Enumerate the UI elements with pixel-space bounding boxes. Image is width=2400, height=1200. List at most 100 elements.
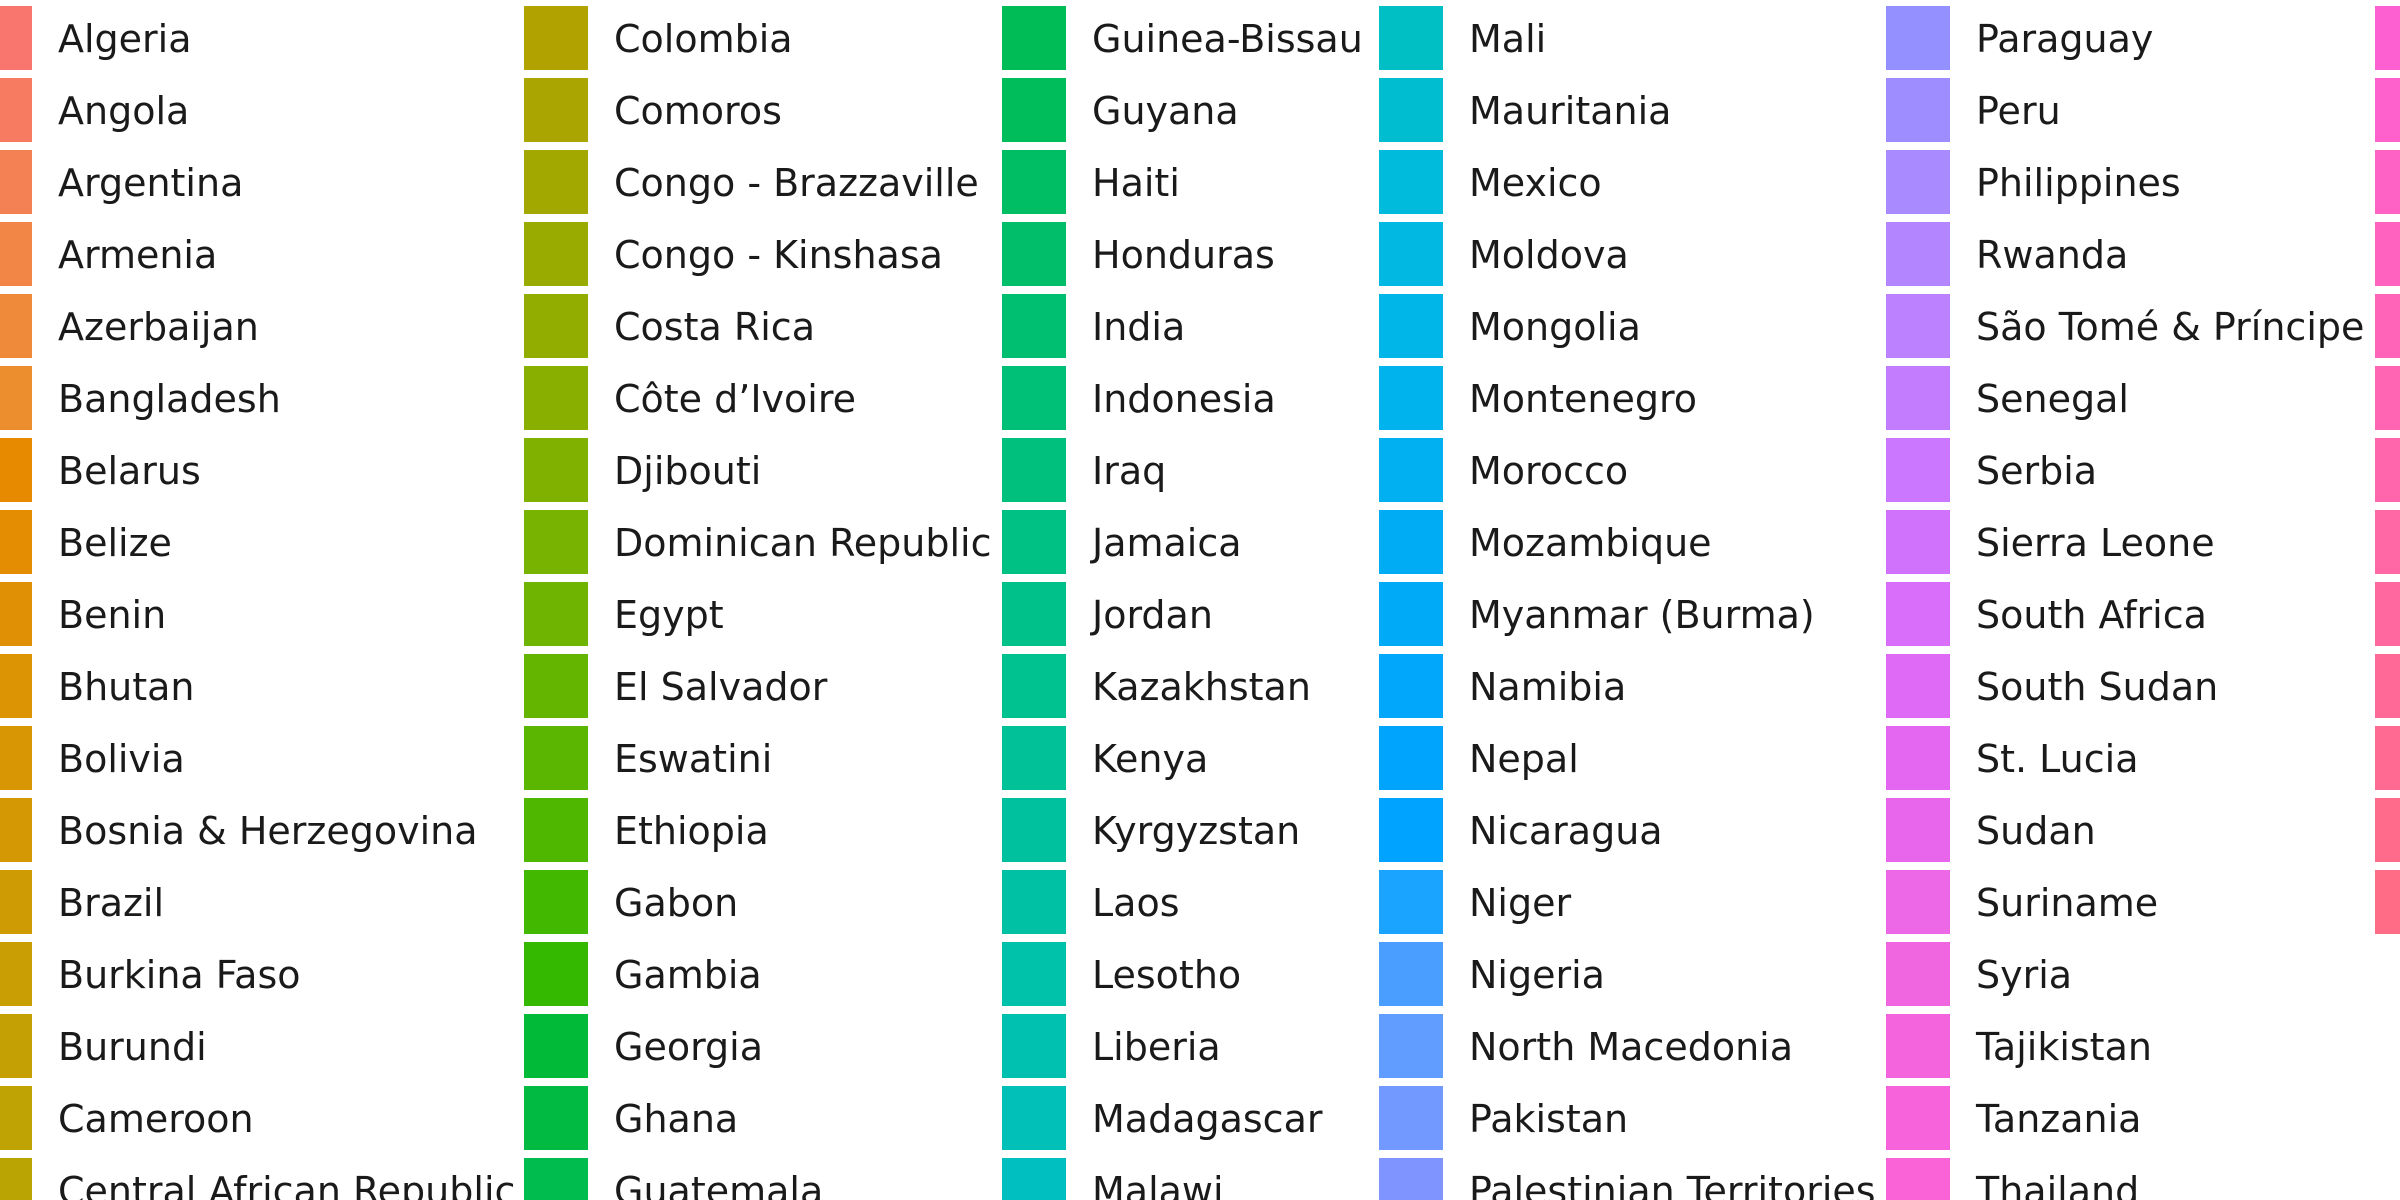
legend-label: El Salvador bbox=[614, 665, 828, 709]
legend-swatch bbox=[0, 222, 32, 286]
legend-swatch bbox=[1379, 654, 1443, 718]
legend-swatch bbox=[524, 78, 588, 142]
legend-label: Mexico bbox=[1469, 161, 1602, 205]
legend-swatch bbox=[0, 438, 32, 502]
legend-swatch bbox=[1379, 1014, 1443, 1078]
legend-swatch bbox=[1379, 222, 1443, 286]
legend-swatch bbox=[524, 438, 588, 502]
legend-label: North Macedonia bbox=[1469, 1025, 1794, 1069]
legend-swatch bbox=[524, 294, 588, 358]
legend-swatch bbox=[1002, 1014, 1066, 1078]
legend-swatch bbox=[524, 6, 588, 70]
legend-label: Tanzania bbox=[1976, 1097, 2142, 1141]
legend-label: Tajikistan bbox=[1976, 1025, 2152, 1069]
legend-label: South Sudan bbox=[1976, 665, 2219, 709]
legend-swatch bbox=[2375, 78, 2400, 142]
legend-label: Senegal bbox=[1976, 377, 2129, 421]
legend-label: Gabon bbox=[614, 881, 739, 925]
legend-label: Eswatini bbox=[614, 737, 773, 781]
legend-label: Gambia bbox=[614, 953, 762, 997]
legend-swatch bbox=[1002, 294, 1066, 358]
legend-swatch bbox=[0, 294, 32, 358]
legend-swatch bbox=[2375, 510, 2400, 574]
legend-swatch bbox=[1379, 366, 1443, 430]
legend-swatch bbox=[1002, 6, 1066, 70]
legend-label: Montenegro bbox=[1469, 377, 1698, 421]
legend-label: Kyrgyzstan bbox=[1092, 809, 1301, 853]
legend-label: Angola bbox=[58, 89, 190, 133]
legend-label: Niger bbox=[1469, 881, 1572, 925]
legend-label: Costa Rica bbox=[614, 305, 815, 349]
legend-swatch bbox=[0, 654, 32, 718]
legend-swatch bbox=[1002, 510, 1066, 574]
legend-label: Djibouti bbox=[614, 449, 762, 493]
legend-swatch bbox=[524, 1158, 588, 1200]
legend-label: Ethiopia bbox=[614, 809, 769, 853]
legend-label: Azerbaijan bbox=[58, 305, 259, 349]
legend-swatch bbox=[2375, 294, 2400, 358]
legend-swatch bbox=[1379, 798, 1443, 862]
legend-label: Congo - Kinshasa bbox=[614, 233, 943, 277]
legend-label: Egypt bbox=[614, 593, 724, 637]
legend-swatch bbox=[1886, 6, 1950, 70]
legend-swatch bbox=[2375, 870, 2400, 934]
legend-swatch bbox=[524, 510, 588, 574]
legend-swatch bbox=[0, 78, 32, 142]
legend-swatch bbox=[524, 942, 588, 1006]
legend-swatch bbox=[1886, 78, 1950, 142]
legend-swatch bbox=[1379, 294, 1443, 358]
legend-label: São Tomé & Príncipe bbox=[1976, 305, 2365, 349]
legend-swatch bbox=[1002, 438, 1066, 502]
legend-swatch bbox=[0, 942, 32, 1006]
legend-label: Rwanda bbox=[1976, 233, 2129, 277]
legend-label: Brazil bbox=[58, 881, 165, 925]
legend-label: Sierra Leone bbox=[1976, 521, 2215, 565]
legend-label: Colombia bbox=[614, 17, 793, 61]
legend-swatch bbox=[0, 510, 32, 574]
legend-swatch bbox=[0, 870, 32, 934]
legend-swatch bbox=[524, 798, 588, 862]
legend-label: Iraq bbox=[1092, 449, 1167, 493]
legend-swatch bbox=[1886, 222, 1950, 286]
legend-label: Burundi bbox=[58, 1025, 207, 1069]
legend-label: Mali bbox=[1469, 17, 1547, 61]
legend-label: Peru bbox=[1976, 89, 2061, 133]
legend-swatch bbox=[1886, 510, 1950, 574]
legend-swatch bbox=[1886, 1014, 1950, 1078]
legend-swatch bbox=[1002, 870, 1066, 934]
legend-label: Argentina bbox=[58, 161, 244, 205]
legend-label: Syria bbox=[1976, 953, 2073, 997]
legend-label: Comoros bbox=[614, 89, 782, 133]
legend-label: Lesotho bbox=[1092, 953, 1242, 997]
legend-label: Algeria bbox=[58, 17, 192, 61]
legend-label: Bolivia bbox=[58, 737, 185, 781]
legend-swatch bbox=[2375, 222, 2400, 286]
legend-swatch bbox=[1002, 150, 1066, 214]
legend-swatch bbox=[524, 366, 588, 430]
legend-label: Guyana bbox=[1092, 89, 1239, 133]
legend-swatch bbox=[1002, 1158, 1066, 1200]
legend-swatch bbox=[1886, 942, 1950, 1006]
legend-label: Suriname bbox=[1976, 881, 2159, 925]
legend-swatch bbox=[0, 798, 32, 862]
legend-label: Belize bbox=[58, 521, 172, 565]
legend-swatch bbox=[0, 1014, 32, 1078]
legend-label: Nepal bbox=[1469, 737, 1579, 781]
legend-label: Thailand bbox=[1976, 1169, 2140, 1200]
legend-swatch bbox=[1002, 366, 1066, 430]
legend-label: Dominican Republic bbox=[614, 521, 992, 565]
legend-swatch bbox=[1886, 294, 1950, 358]
legend-swatch bbox=[0, 582, 32, 646]
legend-label: Ghana bbox=[614, 1097, 739, 1141]
legend-swatch bbox=[524, 726, 588, 790]
legend-swatch bbox=[0, 6, 32, 70]
legend-swatch bbox=[1379, 870, 1443, 934]
legend-swatch bbox=[1886, 798, 1950, 862]
legend-swatch bbox=[1379, 78, 1443, 142]
legend-label: Central African Republic bbox=[58, 1169, 516, 1200]
legend-label: Mozambique bbox=[1469, 521, 1712, 565]
legend-label: Moldova bbox=[1469, 233, 1629, 277]
legend-swatch bbox=[1379, 1086, 1443, 1150]
legend-swatch bbox=[1886, 870, 1950, 934]
legend-swatch bbox=[0, 366, 32, 430]
